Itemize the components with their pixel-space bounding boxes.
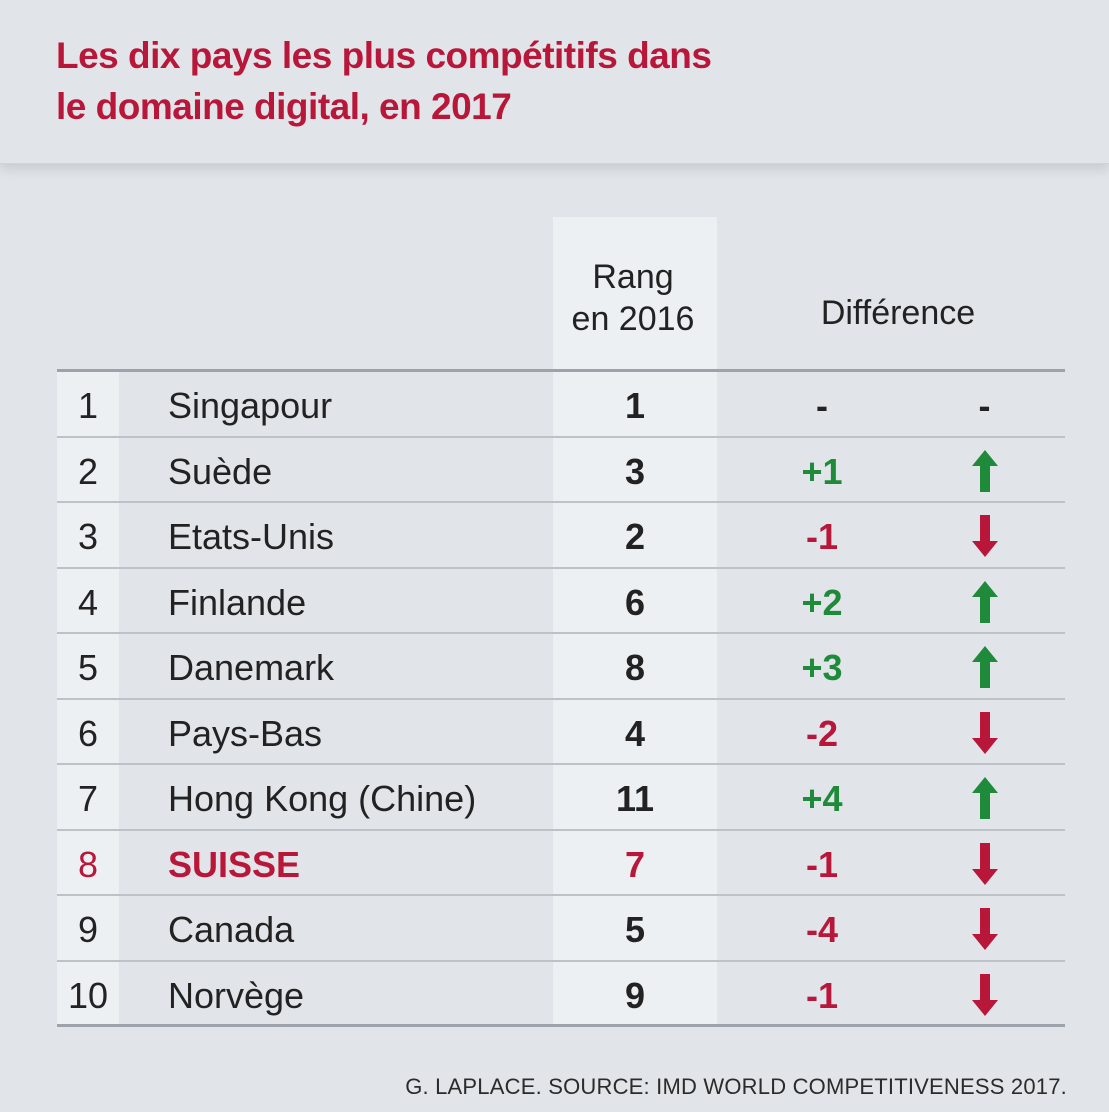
rank-2016: 9 bbox=[624, 974, 646, 1016]
arrow-up-icon bbox=[937, 634, 1032, 699]
table-row: 7 Hong Kong (Chine) 11 +4 bbox=[57, 765, 1065, 831]
no-change-dash: - bbox=[978, 385, 991, 426]
difference-value: +1 bbox=[801, 450, 843, 492]
ranking-table: 1 Singapour 1- -2 Suède 3 +1 3 Etats-Unis 2 -1 4 Fin… bbox=[57, 372, 1065, 1027]
table-row: 2 Suède 3 +1 bbox=[57, 438, 1065, 503]
difference-value: +2 bbox=[801, 581, 843, 623]
rank-2016: 1 bbox=[624, 385, 646, 426]
rank-2017: 1 bbox=[77, 385, 99, 426]
difference-value: -1 bbox=[805, 516, 838, 557]
arrow-down-icon bbox=[937, 896, 1032, 961]
difference-value: -2 bbox=[805, 712, 838, 754]
rank-2017: 7 bbox=[77, 778, 99, 819]
country-name: Etats-Unis bbox=[168, 516, 335, 557]
country-name: Singapour bbox=[168, 385, 333, 426]
table-row: 3 Etats-Unis 2 -1 bbox=[57, 503, 1065, 569]
arrow-down-icon bbox=[937, 503, 1032, 568]
title-line-2: le domaine digital, en 2017 bbox=[56, 86, 512, 127]
rank-2017: 9 bbox=[77, 909, 99, 950]
rank-2017: 6 bbox=[77, 712, 99, 754]
table-row: 8 SUISSE 7 -1 bbox=[57, 831, 1065, 896]
column-header-rank-2016: Rang en 2016 bbox=[553, 256, 713, 340]
difference-value: -1 bbox=[805, 843, 838, 885]
rank-2017: 5 bbox=[77, 647, 99, 688]
rank-2016: 11 bbox=[615, 778, 655, 819]
country-name: Suède bbox=[168, 450, 273, 492]
table-row: 1 Singapour 1 - - bbox=[57, 372, 1065, 438]
table-row: 9 Canada 5 -4 bbox=[57, 896, 1065, 962]
table-row: 6 Pays-Bas 4 -2 bbox=[57, 700, 1065, 765]
country-name: Canada bbox=[168, 909, 295, 950]
arrow-up-icon bbox=[937, 438, 1032, 503]
rank-2017: 10 bbox=[67, 974, 109, 1016]
rank-2016: 8 bbox=[624, 647, 646, 688]
difference-value: +4 bbox=[801, 778, 843, 819]
rank-2016: 7 bbox=[624, 843, 646, 885]
arrow-down-icon bbox=[937, 962, 1032, 1027]
rank-2016: 3 bbox=[624, 450, 646, 492]
rank-number-column-shade bbox=[57, 372, 119, 1027]
rank-2016-column-shade bbox=[553, 217, 717, 1027]
difference-value: - bbox=[816, 385, 828, 426]
table-row: 10 Norvège 9 -1 bbox=[57, 962, 1065, 1027]
title-line-1: Les dix pays les plus compétitifs dans bbox=[56, 35, 712, 76]
arrow-up-icon bbox=[937, 765, 1032, 830]
table-row: 5 Danemark 8 +3 bbox=[57, 634, 1065, 700]
difference-value: +3 bbox=[801, 647, 843, 688]
country-name: Danemark bbox=[168, 647, 335, 688]
difference-value: -1 bbox=[805, 974, 838, 1016]
arrow-down-icon bbox=[937, 700, 1032, 765]
page-title: Les dix pays les plus compétitifs dans l… bbox=[56, 30, 1056, 132]
arrow-up-icon bbox=[937, 569, 1032, 634]
source-credit: G. LAPLACE. SOURCE: IMD WORLD COMPETITIV… bbox=[405, 1074, 1067, 1099]
table-row: 4 Finlande 6 +2 bbox=[57, 569, 1065, 634]
country-name: SUISSE bbox=[168, 843, 301, 885]
country-name: Hong Kong (Chine) bbox=[168, 778, 477, 819]
country-name: Norvège bbox=[168, 974, 305, 1016]
rank-2017: 8 bbox=[77, 843, 99, 885]
arrow-down-icon bbox=[937, 831, 1032, 896]
difference-value: -4 bbox=[805, 909, 838, 950]
column-header-difference: Différence bbox=[820, 294, 976, 332]
rank-2017: 3 bbox=[77, 516, 99, 557]
column-header-rank-line-2: en 2016 bbox=[571, 300, 695, 338]
rank-2016: 4 bbox=[624, 712, 646, 754]
country-name: Finlande bbox=[168, 581, 307, 623]
header: Les dix pays les plus compétitifs dans l… bbox=[0, 0, 1109, 164]
rank-2017: 4 bbox=[77, 581, 99, 623]
rank-2016: 5 bbox=[624, 909, 646, 950]
rank-2016: 6 bbox=[624, 581, 646, 623]
rank-2017: 2 bbox=[77, 450, 99, 492]
country-name: Pays-Bas bbox=[168, 712, 323, 754]
rank-2016: 2 bbox=[624, 516, 646, 557]
table-top-rule bbox=[57, 369, 1065, 372]
column-header-rank-line-1: Rang bbox=[592, 258, 674, 296]
